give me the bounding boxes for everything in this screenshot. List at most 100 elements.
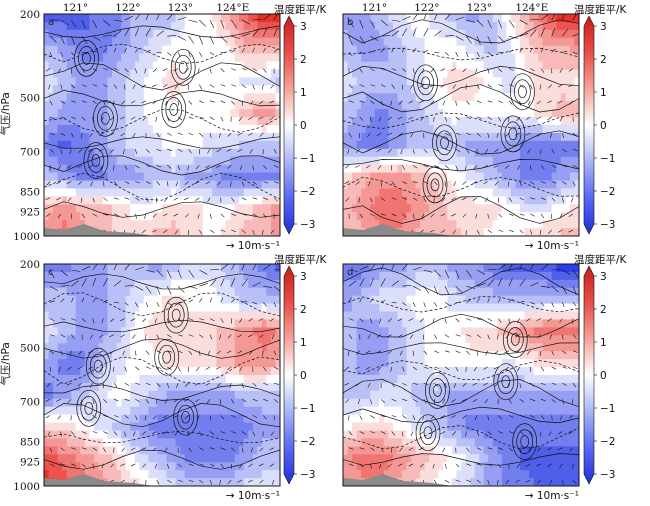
wind-vector: [508, 197, 513, 202]
anomaly-cell: [230, 164, 236, 174]
anomaly-cell: [171, 319, 177, 329]
anomaly-cell: [365, 164, 371, 174]
anomaly-cell: [420, 93, 426, 102]
anomaly-cell: [98, 101, 104, 110]
anomaly-cell: [529, 172, 535, 182]
anomaly-cell: [152, 148, 159, 158]
anomaly-cell: [184, 335, 190, 344]
anomaly-cell: [252, 172, 258, 182]
anomaly-cell: [202, 53, 208, 63]
contour-cell: [174, 54, 192, 80]
anomaly-cell: [270, 406, 277, 416]
anomaly-cell: [230, 204, 236, 213]
anomaly-cell: [474, 117, 480, 126]
anomaly-cell: [207, 109, 213, 118]
wind-vector: [355, 181, 360, 185]
anomaly-cell: [429, 172, 435, 182]
anomaly-cell: [456, 125, 462, 134]
wind-vector: [60, 149, 63, 155]
anomaly-cell: [465, 156, 471, 166]
anomaly-cell: [361, 29, 367, 39]
anomaly-cell: [230, 148, 236, 158]
wind-vector: [391, 19, 401, 22]
anomaly-cell: [193, 45, 199, 55]
anomaly-cell: [520, 212, 526, 221]
anomaly-cell: [211, 77, 218, 86]
wind-vector: [77, 165, 83, 168]
anomaly-cell: [202, 414, 208, 424]
anomaly-cell: [411, 101, 417, 110]
anomaly-cell: [202, 29, 208, 39]
anomaly-cell: [62, 37, 68, 47]
anomaly-cell: [388, 132, 394, 142]
anomaly-cell: [461, 164, 467, 174]
anomaly-cell: [533, 117, 539, 126]
anomaly-cell: [139, 37, 145, 47]
anomaly-cell: [411, 188, 417, 197]
anomaly-cell: [184, 196, 190, 205]
anomaly-cell: [193, 101, 199, 110]
anomaly-cell: [211, 220, 218, 229]
anomaly-cell: [162, 295, 168, 305]
anomaly-cell: [424, 45, 430, 55]
anomaly-cell: [152, 406, 159, 416]
anomaly-cell: [175, 164, 181, 174]
anomaly-cell: [520, 61, 526, 71]
wind-vector: [559, 116, 563, 122]
anomaly-cell: [275, 351, 280, 360]
anomaly-cell: [143, 172, 149, 182]
anomaly-cell: [112, 101, 118, 110]
anomaly-cell: [207, 462, 213, 471]
anomaly-cell: [397, 125, 403, 134]
anomaly-cell: [189, 422, 195, 432]
anomaly-cell: [175, 196, 181, 205]
anomaly-cell: [162, 109, 168, 118]
anomaly-cell: [130, 438, 136, 447]
anomaly-cell: [569, 220, 576, 229]
anomaly-cell: [533, 164, 539, 174]
wind-vector: [536, 100, 542, 105]
anomaly-cell: [438, 220, 444, 229]
anomaly-cell: [225, 303, 231, 313]
anomaly-cell: [447, 14, 453, 23]
anomaly-cell: [180, 196, 186, 205]
anomaly-cell: [465, 140, 471, 150]
wind-vector: [476, 52, 480, 57]
anomaly-cell: [243, 359, 249, 368]
anomaly-cell: [420, 156, 426, 166]
anomaly-cell: [542, 188, 548, 197]
anomaly-cell: [112, 109, 118, 118]
anomaly-cell: [266, 228, 272, 236]
anomaly-cell: [261, 375, 267, 384]
anomaly-cell: [266, 61, 272, 71]
anomaly-cell: [89, 303, 95, 313]
wind-vector: [562, 165, 568, 168]
anomaly-cell: [257, 109, 263, 118]
x-tick-label: 124°E: [515, 2, 548, 14]
anomaly-cell: [343, 53, 349, 63]
anomaly-cell: [157, 140, 163, 150]
anomaly-cell: [98, 220, 104, 229]
anomaly-cell: [415, 93, 421, 102]
anomaly-cell: [112, 53, 118, 63]
wind-vector: [241, 68, 247, 71]
anomaly-cell: [103, 351, 109, 360]
contour-cell: [161, 91, 187, 128]
wind-vector: [60, 84, 63, 90]
anomaly-cell: [89, 21, 95, 31]
wind-vector: [249, 149, 253, 154]
anomaly-cell: [189, 295, 195, 305]
anomaly-cell: [392, 140, 399, 150]
anomaly-cell: [415, 69, 421, 79]
anomaly-cell: [53, 172, 59, 182]
anomaly-cell: [248, 85, 254, 94]
anomaly-cell: [270, 220, 277, 229]
wind-vector: [551, 149, 555, 154]
anomaly-cell: [275, 69, 280, 79]
wind-vector: [391, 84, 395, 89]
anomaly-cell: [356, 172, 362, 182]
anomaly-cell: [130, 375, 136, 384]
anomaly-cell: [107, 196, 113, 205]
anomaly-cell: [80, 287, 86, 297]
anomaly-cell: [361, 85, 367, 94]
